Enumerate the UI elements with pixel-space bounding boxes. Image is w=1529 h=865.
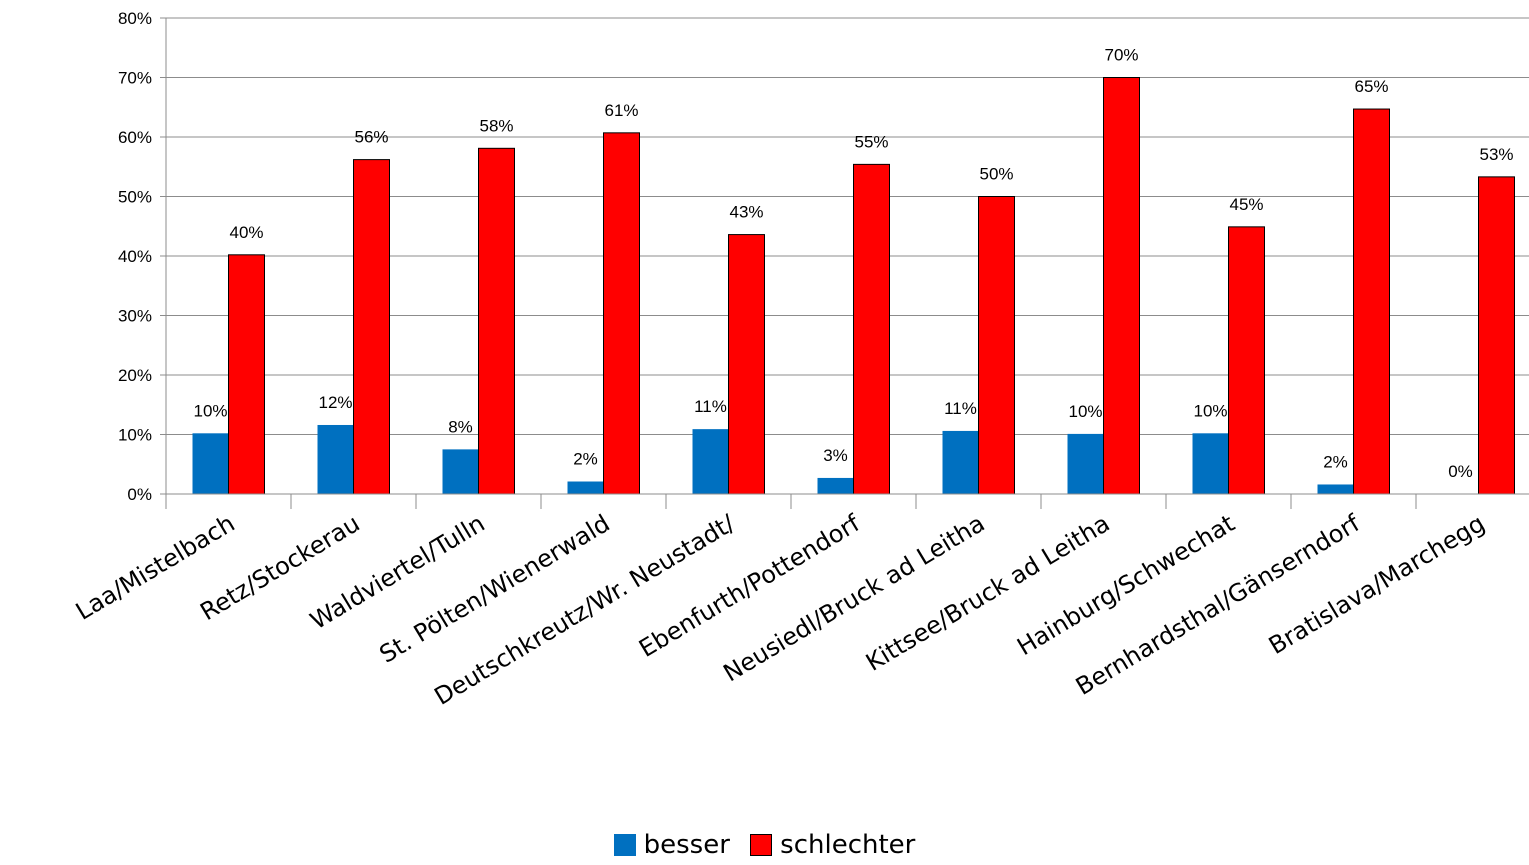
bar-schlechter xyxy=(228,254,265,495)
data-label-besser: 0% xyxy=(1448,462,1473,481)
bar-schlechter xyxy=(853,163,890,495)
y-tick-label: 30% xyxy=(118,307,152,326)
data-label-besser: 2% xyxy=(1323,452,1348,471)
data-label-schlechter: 55% xyxy=(854,132,888,151)
bar-besser xyxy=(692,429,729,494)
y-tick-label: 0% xyxy=(127,485,152,504)
data-label-schlechter: 40% xyxy=(229,223,263,242)
bar-schlechter xyxy=(728,234,765,495)
bar-schlechter xyxy=(353,159,390,495)
category-label: Bratislava/Marchegg xyxy=(1264,509,1490,660)
y-tick-label: 50% xyxy=(118,188,152,207)
y-tick-label: 40% xyxy=(118,247,152,266)
bar-schlechter xyxy=(1228,226,1265,495)
gridlines xyxy=(166,17,1529,495)
data-label-besser: 3% xyxy=(823,446,848,465)
data-labels: 10% 40% 12% 56% 8% 58% 2% 61% 11% 43% 3% 55% 11% 50% 1… xyxy=(193,46,1513,482)
data-label-schlechter: 61% xyxy=(604,101,638,120)
data-label-schlechter: 70% xyxy=(1104,46,1138,65)
x-axis: Laa/MistelbachRetz/StockerauWaldviertel/… xyxy=(71,493,1529,711)
y-tick-label: 10% xyxy=(118,426,152,445)
bar-besser xyxy=(567,481,604,494)
legend: besser schlechter xyxy=(0,830,1529,863)
bar-schlechter xyxy=(1103,77,1140,495)
data-label-besser: 10% xyxy=(193,401,227,420)
bar-schlechter xyxy=(603,132,640,495)
category-label: Kittsee/Bruck ad Leitha xyxy=(861,509,1114,677)
data-label-schlechter: 45% xyxy=(1229,195,1263,214)
legend-label-schlechter: schlechter xyxy=(780,830,916,860)
y-tick-label: 60% xyxy=(118,128,152,147)
data-label-schlechter: 58% xyxy=(479,116,513,135)
data-label-schlechter: 65% xyxy=(1354,77,1388,96)
y-axis: 0% 10% 20% 30% 40% 50% 60% 70% 80% xyxy=(118,9,167,509)
data-label-besser: 8% xyxy=(448,417,473,436)
bar-besser xyxy=(1192,433,1229,494)
data-label-besser: 12% xyxy=(318,393,352,412)
category-label: Hainburg/Schwechat xyxy=(1012,509,1239,661)
data-label-besser: 11% xyxy=(694,397,727,416)
bar-besser xyxy=(942,430,979,494)
data-label-besser: 11% xyxy=(944,399,977,418)
data-label-schlechter: 53% xyxy=(1479,145,1513,164)
category-label: Ebenfurth/Pottendorf xyxy=(634,509,865,663)
y-tick-label: 80% xyxy=(118,9,152,28)
legend-label-besser: besser xyxy=(643,830,730,860)
bar-besser xyxy=(442,449,479,494)
bar-besser xyxy=(1067,433,1104,494)
bar-schlechter xyxy=(1353,108,1390,495)
data-label-besser: 10% xyxy=(1068,402,1102,421)
category-label: St. Pölten/Wienerwald xyxy=(375,509,615,668)
bar-besser xyxy=(192,433,229,494)
bar-schlechter xyxy=(1478,176,1515,495)
bar-besser xyxy=(1317,484,1354,494)
bars xyxy=(192,77,1515,495)
bar-besser xyxy=(817,477,854,494)
data-label-schlechter: 43% xyxy=(729,203,763,222)
data-label-schlechter: 50% xyxy=(979,165,1013,184)
data-label-besser: 10% xyxy=(1193,401,1227,420)
legend-swatch-besser xyxy=(613,834,636,856)
y-tick-label: 20% xyxy=(118,366,152,385)
legend-item-besser: besser xyxy=(613,830,730,860)
bar-schlechter xyxy=(478,147,515,495)
data-label-besser: 2% xyxy=(573,450,598,469)
bar-schlechter xyxy=(978,196,1015,495)
y-tick-label: 70% xyxy=(118,69,152,88)
bar-besser xyxy=(317,424,354,494)
legend-swatch-schlechter xyxy=(750,834,773,856)
legend-item-schlechter: schlechter xyxy=(750,830,915,860)
data-label-schlechter: 56% xyxy=(354,128,388,147)
